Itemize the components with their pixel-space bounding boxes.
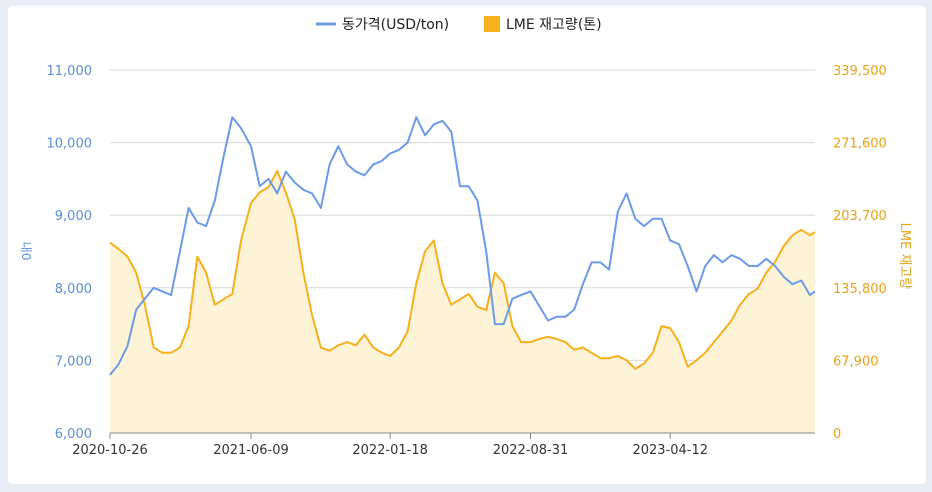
x-tick-label: 2021-06-09	[213, 443, 289, 458]
stock-area-fill	[110, 171, 815, 433]
legend-item-price[interactable]: 동가격(USD/ton)	[316, 17, 449, 33]
right-tick-label: 203,700	[833, 209, 887, 224]
right-axis-title: LME 재고량	[897, 223, 912, 290]
right-tick-label: 0	[833, 427, 841, 442]
right-tick-label: 67,900	[833, 354, 879, 369]
x-tick-label: 2023-04-12	[632, 443, 708, 458]
left-tick-label: 6,000	[55, 427, 92, 442]
price-line-layer	[109, 116, 816, 376]
chart-svg: 6,000 7,000 8,000 9,000 10,000 11,000 0 67,900…	[19, 16, 912, 458]
legend-price-label: 동가격(USD/ton)	[342, 17, 449, 33]
legend-stock-label: LME 재고량(톤)	[506, 17, 602, 33]
left-tick-label: 8,000	[55, 282, 92, 297]
left-tick-label: 11,000	[47, 64, 93, 79]
right-axis-ticks: 0 67,900 135,800 203,700 271,600 339,500	[833, 64, 887, 442]
left-tick-label: 9,000	[55, 209, 92, 224]
x-tick-label: 2020-10-26	[72, 443, 148, 458]
x-tick-label: 2022-08-31	[493, 443, 569, 458]
legend-stock-marker	[484, 16, 500, 32]
legend: 동가격(USD/ton) LME 재고량(톤)	[316, 16, 602, 33]
left-tick-label: 10,000	[47, 137, 93, 152]
x-axis-ticks: 2020-10-26 2021-06-09 2022-01-18 2022-08-31…	[72, 433, 708, 458]
x-tick-label: 2022-01-18	[352, 443, 428, 458]
chart-card: 6,000 7,000 8,000 9,000 10,000 11,000 0 67,900…	[8, 6, 926, 484]
price-line	[109, 116, 816, 376]
right-tick-label: 271,600	[833, 137, 887, 152]
stock-line	[109, 170, 816, 370]
left-axis-ticks: 6,000 7,000 8,000 9,000 10,000 11,000	[47, 64, 93, 442]
left-axis-title: 내0	[19, 242, 33, 261]
right-tick-label: 339,500	[833, 64, 887, 79]
left-tick-label: 7,000	[55, 354, 92, 369]
stock-area-layer	[109, 170, 816, 433]
legend-item-stock[interactable]: LME 재고량(톤)	[484, 16, 602, 33]
right-tick-label: 135,800	[833, 282, 887, 297]
